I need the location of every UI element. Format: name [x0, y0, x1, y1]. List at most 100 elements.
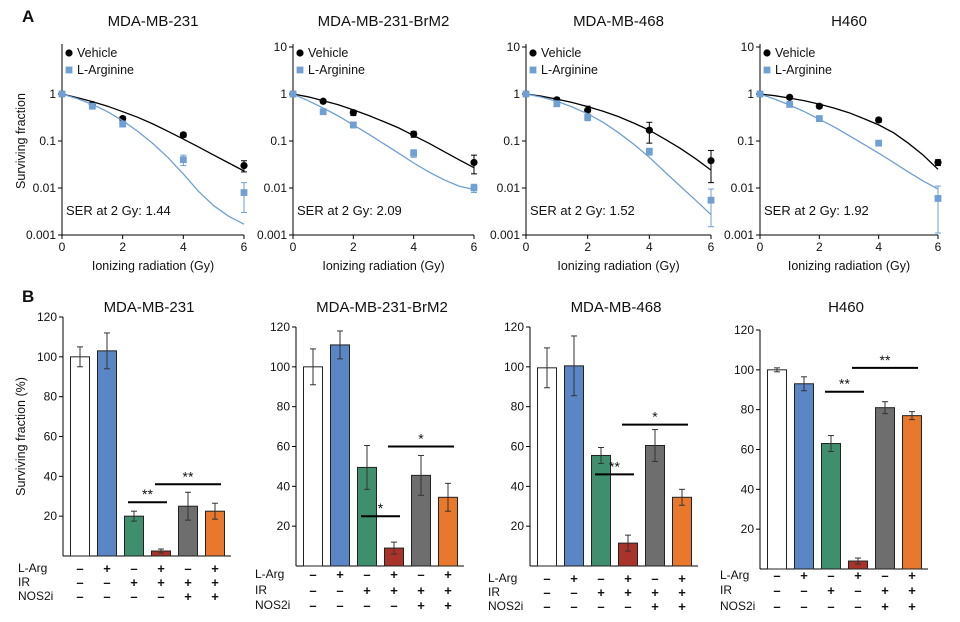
bar3-condition-label-nos2i: NOS2i: [488, 599, 523, 613]
line3-ser-annotation: SER at 2 Gy: 1.52: [530, 203, 635, 218]
line2-y-tick-label: 10: [274, 40, 288, 54]
line1-y-axis-label: Surviving fraction: [14, 93, 28, 189]
bar4-condition-mark: +: [908, 599, 916, 614]
line2-l-arginine-point: [349, 121, 357, 129]
line2-x-axis-label: Ionizing radiation (Gy): [322, 259, 444, 273]
line1-vehicle-legend-label: Vehicle: [77, 46, 117, 60]
bar3-condition-mark: +: [651, 585, 659, 600]
bar1-y-tick-label: 100: [37, 350, 57, 364]
bar4-condition-label-nos2i: NOS2i: [720, 599, 755, 613]
line3-vehicle-legend-label: Vehicle: [541, 46, 581, 60]
line2-x-tick-label: 2: [350, 240, 357, 254]
bar2-condition-mark: +: [363, 583, 371, 598]
bar3-condition-mark: –: [570, 599, 577, 614]
line1-l-arginine-legend-marker: [65, 66, 73, 74]
line1-x-tick-label: 4: [180, 240, 187, 254]
line2-x-tick-label: 0: [290, 240, 297, 254]
panel-label-b: B: [22, 287, 34, 306]
line3-l-arginine-point: [707, 196, 715, 204]
line1-title: MDA-MB-231: [108, 13, 199, 30]
bar4-title: H460: [828, 299, 864, 316]
bar3-y-tick-label: 80: [511, 400, 525, 414]
line3-l-arginine-legend-label: L-Arginine: [541, 63, 598, 77]
line4-l-arginine-fit-line: [759, 93, 939, 190]
line3-vehicle-point: [707, 157, 715, 165]
bar4-condition-mark: –: [773, 583, 780, 598]
bar2-condition-mark: –: [309, 567, 316, 582]
bar4-condition-mark: –: [854, 599, 861, 614]
bar1-condition-mark: +: [184, 589, 192, 604]
bar3-condition-mark: –: [651, 571, 658, 586]
line2-l-arginine-point: [410, 149, 418, 157]
bar2-condition-mark: –: [363, 567, 370, 582]
bar3-bar-ir: [591, 454, 611, 567]
bar3-title: MDA-MB-468: [571, 299, 662, 316]
bar2-y-tick-label: 40: [277, 479, 291, 493]
line1-l-arginine-point: [58, 90, 66, 98]
line1-vehicle-point: [240, 161, 248, 170]
line4-l-arginine-point: [786, 101, 794, 108]
bar1-condition-mark: +: [211, 575, 219, 590]
bar4-condition-mark: –: [800, 583, 807, 598]
bar1-bar-control: [70, 356, 90, 557]
bar4-y-tick-label: 60: [741, 443, 755, 457]
bar4-significance-label: **: [880, 352, 891, 368]
line3-vehicle-legend-marker: [529, 49, 537, 57]
bar3-significance-label: **: [609, 458, 620, 474]
line2-x-tick-label: 4: [410, 240, 417, 254]
line3-l-arginine-point: [584, 113, 592, 121]
bar2-condition-mark: –: [417, 567, 424, 582]
bar1-condition-mark: +: [211, 561, 219, 576]
line4-y-tick-label: 10: [741, 40, 755, 54]
line1-l-arginine-point: [240, 189, 248, 196]
line3-l-arginine-point: [522, 90, 530, 98]
line4-l-arginine-point: [875, 139, 883, 147]
line1-l-arginine-point: [179, 156, 187, 164]
line4-vehicle-point: [934, 158, 942, 167]
bar1-condition-mark: –: [130, 589, 137, 604]
bar2-y-tick-label: 100: [270, 360, 290, 374]
bar2-condition-mark: –: [309, 598, 316, 613]
bar3-condition-mark: +: [678, 585, 686, 600]
bar1-significance-label: **: [142, 486, 153, 502]
line2-y-tick-label: 0.001: [257, 228, 287, 242]
bar2-y-tick-label: 120: [270, 320, 290, 334]
bar2-significance-label: *: [378, 500, 384, 516]
bar1-condition-mark: –: [103, 589, 110, 604]
bar3-condition-label-l-arg: L-Arg: [488, 571, 517, 585]
bar1-condition-mark: +: [103, 561, 111, 576]
bar4-bar-ir-nos2i-l-arg: [902, 415, 922, 570]
line3-l-arginine-point: [645, 148, 653, 155]
bar4-condition-label-ir: IR: [720, 583, 732, 597]
line1-x-tick-label: 6: [241, 240, 248, 254]
bar4-condition-mark: +: [881, 599, 889, 614]
bar2-bar-l-arg: [330, 344, 350, 567]
line3-x-axis-label: Ionizing radiation (Gy): [557, 259, 679, 273]
line2-l-arginine-fit-line: [292, 93, 475, 191]
line1-x-axis-label: Ionizing radiation (Gy): [92, 259, 214, 273]
line4-x-tick-label: 4: [875, 240, 882, 254]
bar3-condition-mark: –: [570, 585, 577, 600]
bar2-bar-control: [303, 366, 323, 567]
bar1-condition-mark: +: [184, 575, 192, 590]
line1-y-tick-label: 0.01: [33, 181, 57, 195]
line1-ser-annotation: SER at 2 Gy: 1.44: [66, 203, 171, 218]
line1-x-tick-label: 0: [59, 240, 66, 254]
bar1-bar-ir: [124, 515, 144, 557]
bar4-condition-mark: +: [854, 568, 862, 583]
bar4-bar-ir: [821, 443, 841, 570]
bar3-condition-mark: –: [543, 585, 550, 600]
bar3-y-tick-label: 120: [504, 320, 524, 334]
bar3-condition-mark: +: [624, 585, 632, 600]
bar3-condition-mark: +: [624, 571, 632, 586]
line4-vehicle-legend-label: Vehicle: [775, 46, 815, 60]
bar1-condition-mark: +: [157, 575, 165, 590]
bar4-bar-l-arg: [794, 383, 814, 570]
bar3-condition-mark: –: [624, 599, 631, 614]
line1-l-arginine-point: [119, 120, 127, 128]
bar3-y-tick-label: 100: [504, 360, 524, 374]
bar4-y-tick-label: 40: [741, 482, 755, 496]
line1-y-tick-label: 0.1: [39, 134, 56, 148]
line4-vehicle-legend-marker: [763, 49, 771, 57]
bar2-condition-mark: –: [309, 583, 316, 598]
